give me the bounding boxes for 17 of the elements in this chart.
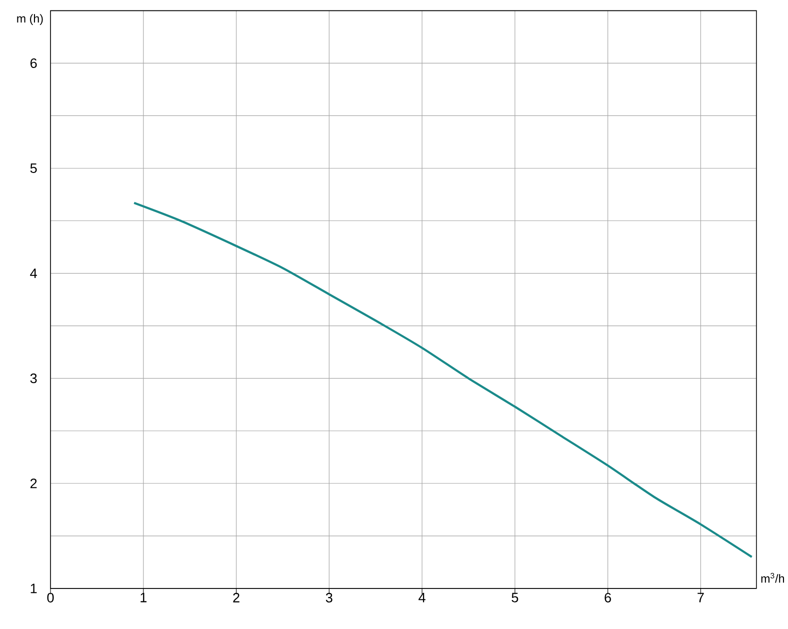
x-tick-label: 5 <box>512 592 518 602</box>
y-tick-label: 6 <box>30 58 37 68</box>
x-tick-label: 7 <box>698 592 704 602</box>
y-tick-label: 4 <box>30 268 37 278</box>
y-tick-label: 2 <box>30 478 37 488</box>
x-axis-title: m$^{3}$/h <box>761 572 784 583</box>
y-tick-label: 1 <box>30 584 37 594</box>
x-tick-label: 1 <box>140 592 146 602</box>
x-tick-label: 3 <box>326 592 332 602</box>
x-tick-label: 0 <box>47 592 54 602</box>
y-tick-label: 5 <box>30 163 37 173</box>
y-tick-label: 3 <box>30 373 37 384</box>
x-tick-label: 4 <box>418 592 426 602</box>
line-series <box>133 202 753 558</box>
x-tick-label: 2 <box>233 592 240 602</box>
x-tick-label: 6 <box>604 592 611 602</box>
y-axis-title: m (h) <box>17 14 43 25</box>
